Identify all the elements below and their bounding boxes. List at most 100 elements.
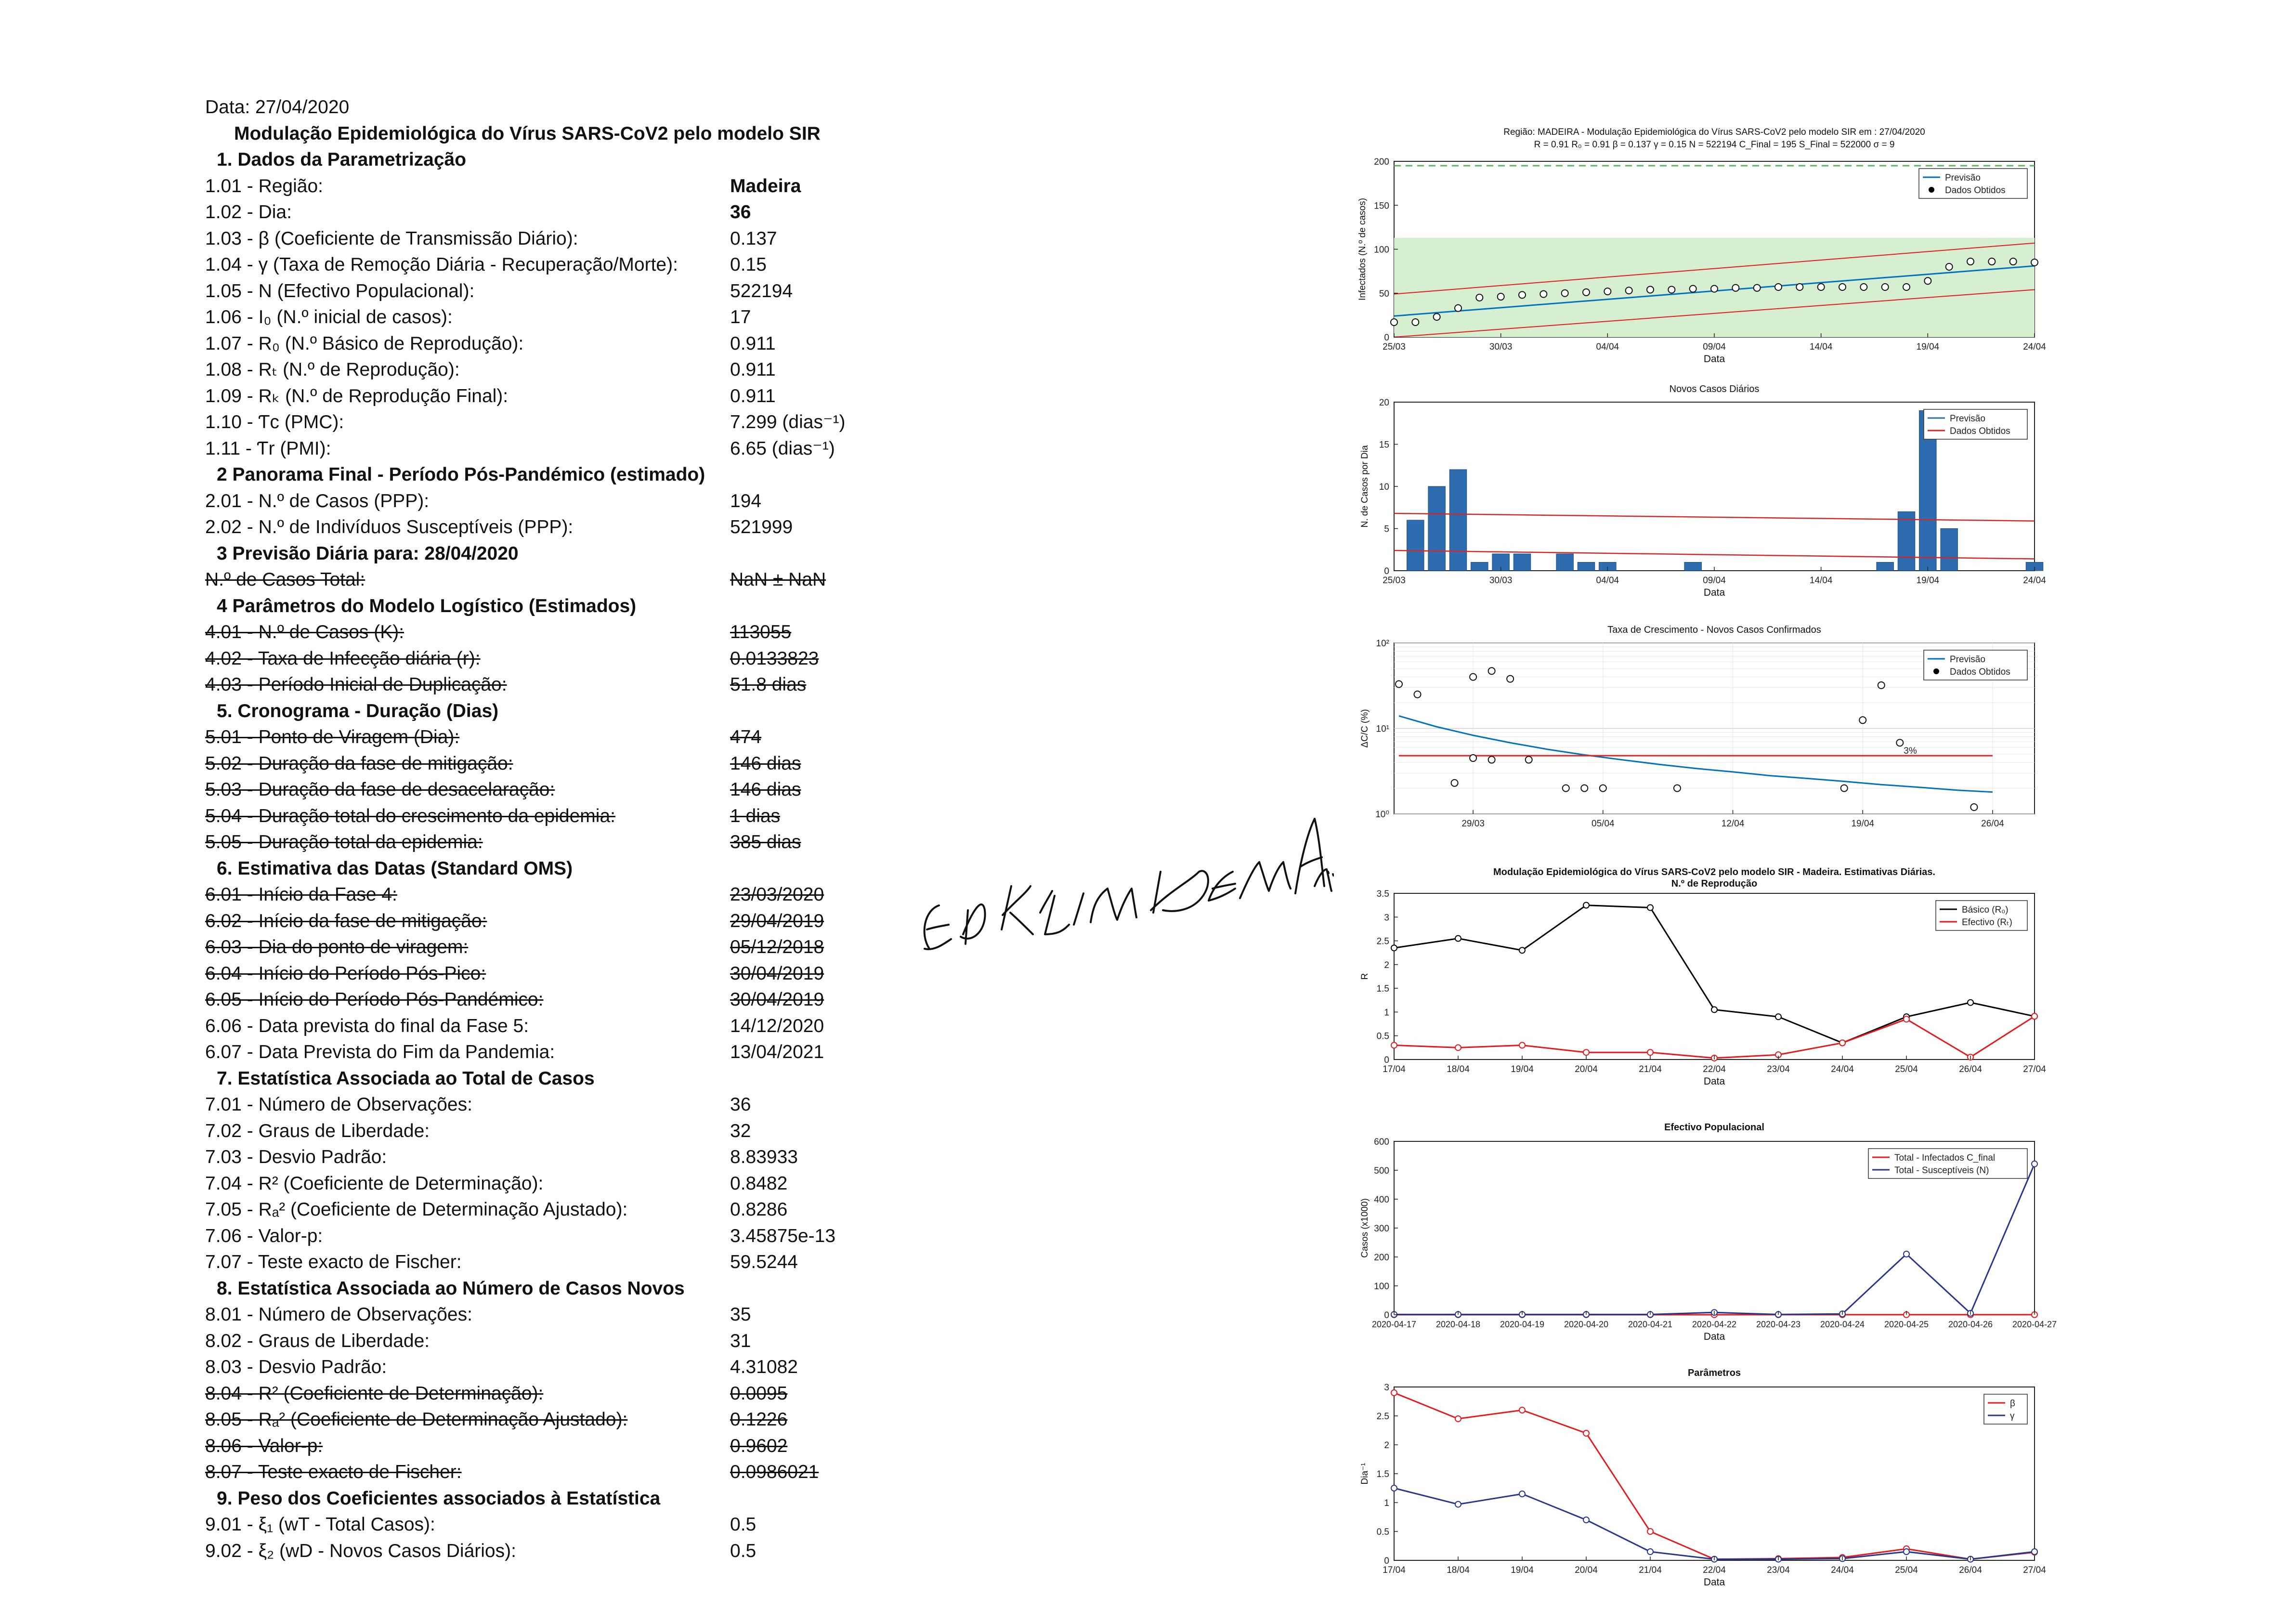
x-tick-label: 2020-04-27 — [2012, 1320, 2057, 1329]
report-item-row: 2.01 - N.º de Casos (PPP): 194 — [205, 488, 879, 515]
report-item-row: 5.01 - Ponto de Viragem (Dia): 474 — [205, 724, 879, 751]
x-tick-label: 09/04 — [1703, 576, 1726, 586]
item-value: 14/12/2020 — [730, 1015, 824, 1036]
report-item-row: 1.05 - N (Efectivo Populacional): 522194 — [205, 278, 879, 305]
report-item-row: 5.03 - Duração da fase de desacelaração:… — [205, 777, 879, 803]
observed-point — [1487, 667, 1496, 675]
report-item-row: 1.02 - Dia: 36 — [205, 199, 879, 226]
section-heading-row: 4 Parâmetros do Modelo Logístico (Estima… — [205, 593, 879, 620]
x-tick-label: 26/04 — [1959, 1064, 1982, 1074]
y-tick-label: 10¹ — [1376, 724, 1389, 734]
item-label: N.º de Casos Total: — [205, 569, 365, 590]
x-tick-label: 19/04 — [1511, 1064, 1534, 1074]
item-value: 05/12/2018 — [730, 937, 824, 957]
observed-point — [1859, 716, 1867, 724]
y-tick-label: 1 — [1384, 1498, 1389, 1508]
section-heading-row: 6. Estimativa das Datas (Standard OMS) — [205, 856, 879, 882]
item-value: NaN ± NaN — [730, 569, 826, 590]
observed-point — [1817, 283, 1825, 291]
observed-point — [1487, 756, 1496, 764]
section-heading-row: 3 Previsão Diária para: 28/04/2020 — [205, 541, 879, 567]
legend-label: Previsão — [1945, 173, 1981, 183]
item-label: 1.09 - Rₖ (N.º de Reprodução Final): — [205, 385, 509, 406]
item-value: 0.911 — [730, 359, 776, 380]
series-point — [1647, 904, 1654, 911]
observed-point — [1525, 756, 1533, 764]
item-value: 4.31082 — [730, 1357, 798, 1377]
section-heading: 5. Cronograma - Duração (Dias) — [217, 700, 499, 721]
observed-point — [1945, 263, 1953, 271]
observed-point — [1518, 291, 1526, 299]
y-tick-label: 15 — [1379, 440, 1389, 450]
x-tick-label: 24/04 — [2023, 576, 2046, 586]
x-tick-label: 12/04 — [1722, 819, 1745, 829]
report-item-row: 8.01 - Número de Observações: 35 — [205, 1302, 879, 1328]
report-item-row: 6.02 - Início da fase de mitigação: 29/04… — [205, 908, 879, 935]
legend-label: Previsão — [1950, 654, 1985, 665]
series-point — [1583, 902, 1590, 909]
x-tick-label: 17/04 — [1383, 1565, 1406, 1575]
report-item-row: 9.02 - ξ₂ (wD - Novos Casos Diários): 0.5 — [205, 1538, 879, 1565]
series-point — [1519, 1491, 1526, 1497]
legend-label: γ — [2010, 1411, 2015, 1421]
x-axis-label: Data — [1704, 1331, 1725, 1342]
series-point — [1391, 1485, 1397, 1491]
report-item-row: 1.03 - β (Coeficiente de Transmissão Diá… — [205, 226, 879, 252]
legend-label: β — [2010, 1399, 2015, 1409]
chart-taxa-crescimento: Taxa de Crescimento - Novos Casos Confir… — [1360, 625, 2035, 829]
bar — [1556, 553, 1574, 571]
item-label: 1.11 - Ƭr (PMI): — [205, 438, 331, 459]
y-tick-label: 0 — [1384, 1310, 1389, 1321]
x-tick-label: 17/04 — [1383, 1064, 1406, 1074]
y-tick-label: 600 — [1374, 1137, 1389, 1147]
item-value: 8.83933 — [730, 1147, 798, 1167]
report-item-row: 1.10 - Ƭc (PMC): 7.299 (dias⁻¹) — [205, 409, 879, 436]
x-tick-label: 27/04 — [2023, 1565, 2046, 1575]
item-label: 9.02 - ξ₂ (wD - Novos Casos Diários): — [205, 1540, 516, 1561]
item-value: 3.45875e-13 — [730, 1225, 836, 1246]
item-label: 7.07 - Teste exacto de Fischer: — [205, 1252, 462, 1272]
y-axis-label: Dia⁻¹ — [1360, 1463, 1370, 1485]
section-heading-row: 5. Cronograma - Duração (Dias) — [205, 698, 879, 725]
bar — [1471, 562, 1488, 571]
x-tick-label: 26/04 — [1981, 819, 2004, 829]
y-tick-label: 20 — [1379, 398, 1389, 408]
series-point — [1711, 1006, 1718, 1013]
series-point — [1647, 1528, 1654, 1535]
report-item-row: 6.03 - Dia do ponto de viragem: 05/12/201… — [205, 934, 879, 961]
y-tick-label: 100 — [1374, 245, 1389, 255]
item-value: 0.8482 — [730, 1173, 788, 1194]
section-heading-row: 2 Panorama Final - Período Pós-Pandémico… — [205, 462, 879, 488]
x-tick-label: 20/04 — [1575, 1565, 1598, 1575]
report-item-row: 7.05 - Rₐ² (Coeficiente de Determinação … — [205, 1197, 879, 1223]
x-tick-label: 19/04 — [1917, 576, 1940, 586]
x-tick-label: 2020-04-19 — [1500, 1320, 1544, 1329]
report-item-row: 1.04 - γ (Taxa de Remoção Diária - Recup… — [205, 252, 879, 278]
observed-point — [1469, 754, 1477, 762]
y-tick-label: 1 — [1384, 1007, 1389, 1018]
y-tick-label: 2 — [1384, 1440, 1389, 1451]
series-point — [1455, 1044, 1461, 1051]
report-item-row: 1.11 - Ƭr (PMI): 6.65 (dias⁻¹) — [205, 436, 879, 462]
handwritten-signature — [923, 818, 1334, 950]
x-tick-label: 24/04 — [1831, 1064, 1854, 1074]
x-tick-label: 22/04 — [1703, 1064, 1726, 1074]
report-item-row: 1.09 - Rₖ (N.º de Reprodução Final): 0.91… — [205, 383, 879, 410]
legend-label: Total - Susceptíveis (N) — [1894, 1165, 1989, 1176]
bar — [1897, 511, 1916, 571]
item-value: Madeira — [730, 175, 801, 196]
y-tick-label: 0 — [1384, 566, 1389, 576]
report: Data: 27/04/2020 Modulação Epidemiológic… — [205, 94, 879, 1564]
item-label: 6.05 - Início do Período Pós-Pandémico: — [205, 989, 544, 1010]
y-tick-label: 0.5 — [1377, 1527, 1389, 1537]
observed-point — [1582, 288, 1590, 296]
legend-box — [1923, 650, 2028, 680]
y-tick-label: 3.5 — [1377, 889, 1389, 899]
item-value: 1 dias — [730, 805, 781, 826]
x-tick-label: 23/04 — [1767, 1565, 1790, 1575]
section-heading: 6. Estimativa das Datas (Standard OMS) — [217, 858, 573, 879]
trend-line — [1394, 512, 2035, 522]
observed-point — [1625, 287, 1633, 295]
chart-panel-6: Parâmetros 0 0.5 1 1.5 2 2.5 3 17/04 18/04 19/04 20… — [1348, 1365, 2047, 1592]
y-tick-label: 10⁰ — [1375, 810, 1389, 820]
